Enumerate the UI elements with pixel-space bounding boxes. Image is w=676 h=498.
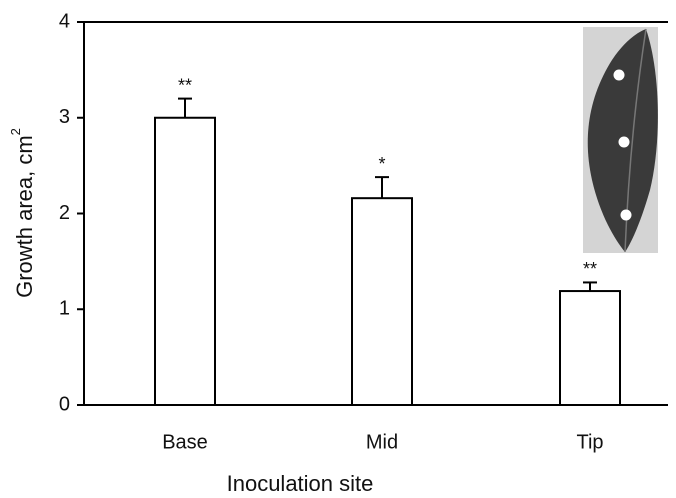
inoculation-dot bbox=[618, 136, 630, 148]
bar bbox=[351, 197, 413, 406]
significance-label: * bbox=[378, 154, 385, 174]
bar bbox=[154, 116, 216, 406]
inoculation-dot bbox=[620, 209, 632, 221]
y-axis-label-text: Growth area, cm bbox=[12, 135, 37, 298]
x-axis-label: Inoculation site bbox=[227, 471, 374, 496]
y-tick-label: 2 bbox=[59, 202, 70, 224]
significance-label: ** bbox=[583, 259, 597, 279]
x-tick-label: Base bbox=[162, 431, 208, 453]
y-axis-label: Growth area, cm2 bbox=[8, 128, 36, 298]
leaf-inset bbox=[583, 27, 658, 253]
y-tick-label: 1 bbox=[59, 298, 70, 320]
y-axis-label-superscript: 2 bbox=[8, 128, 23, 135]
bar bbox=[559, 290, 621, 406]
x-tick-label: Mid bbox=[366, 431, 398, 453]
inoculation-dot bbox=[613, 69, 625, 81]
x-tick-label: Tip bbox=[576, 431, 603, 453]
y-tick-label: 3 bbox=[59, 106, 70, 128]
leaf-vein bbox=[624, 28, 647, 253]
y-tick-label: 0 bbox=[59, 393, 70, 415]
significance-label: ** bbox=[178, 75, 192, 95]
y-tick-label: 4 bbox=[59, 10, 70, 32]
